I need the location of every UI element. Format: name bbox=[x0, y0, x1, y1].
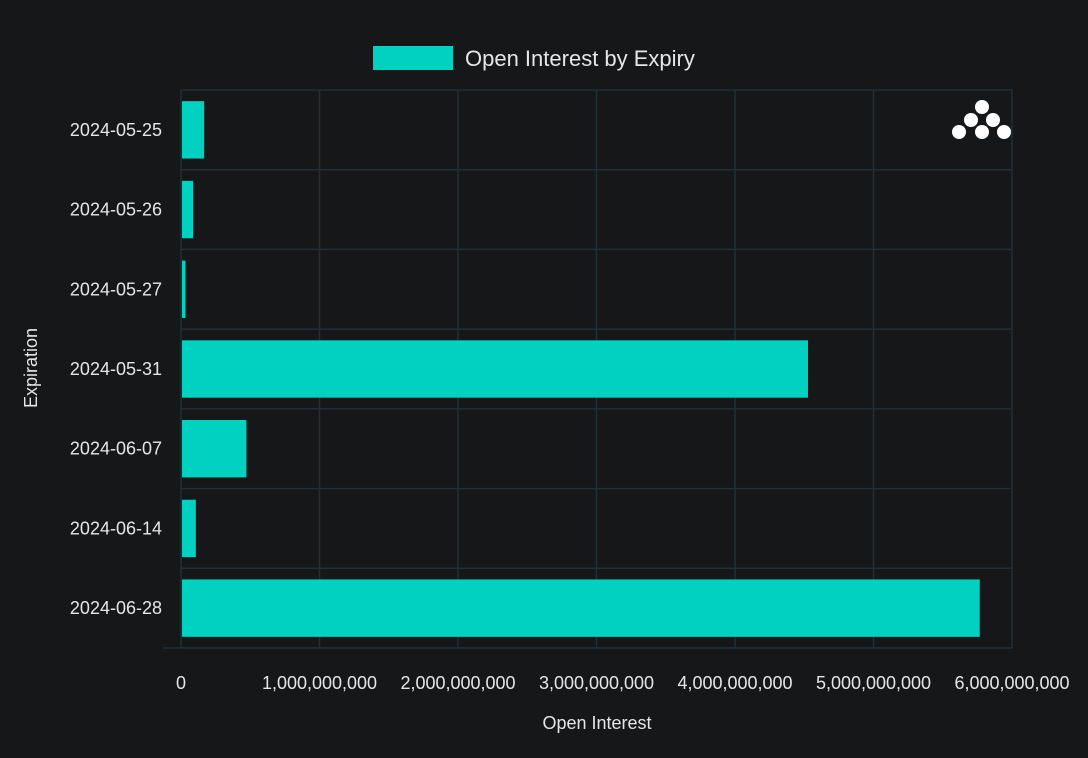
x-tick-label: 6,000,000,000 bbox=[954, 673, 1069, 693]
legend-label: Open Interest by Expiry bbox=[465, 46, 695, 71]
x-tick-label: 2,000,000,000 bbox=[400, 673, 515, 693]
x-tick-label: 5,000,000,000 bbox=[816, 673, 931, 693]
dots-pyramid-logo-icon bbox=[952, 100, 1011, 139]
y-tick-label: 2024-06-14 bbox=[70, 518, 162, 538]
x-tick-label: 3,000,000,000 bbox=[539, 673, 654, 693]
bar[interactable] bbox=[182, 340, 809, 398]
legend-swatch bbox=[373, 46, 453, 70]
y-tick-label: 2024-06-07 bbox=[70, 439, 162, 459]
bars bbox=[182, 101, 980, 637]
y-axis-title: Expiration bbox=[21, 328, 41, 408]
legend[interactable]: Open Interest by Expiry bbox=[373, 46, 695, 71]
y-tick-label: 2024-06-28 bbox=[70, 598, 162, 618]
bar[interactable] bbox=[182, 420, 247, 478]
x-axis-title: Open Interest bbox=[542, 713, 651, 733]
y-tick-label: 2024-05-26 bbox=[70, 200, 162, 220]
y-tick-label: 2024-05-27 bbox=[70, 279, 162, 299]
bar[interactable] bbox=[182, 260, 186, 318]
tick-labels: 0 1,000,000,000 2,000,000,000 3,000,000,000… bbox=[70, 120, 1070, 693]
x-tick-label: 4,000,000,000 bbox=[677, 673, 792, 693]
y-tick-label: 2024-05-25 bbox=[70, 120, 162, 140]
bar[interactable] bbox=[182, 180, 194, 239]
bar[interactable] bbox=[182, 579, 980, 637]
bar[interactable] bbox=[182, 499, 196, 558]
x-tick-label: 0 bbox=[176, 673, 186, 693]
bar[interactable] bbox=[182, 101, 205, 159]
x-tick-label: 1,000,000,000 bbox=[262, 673, 377, 693]
y-tick-label: 2024-05-31 bbox=[70, 359, 162, 379]
